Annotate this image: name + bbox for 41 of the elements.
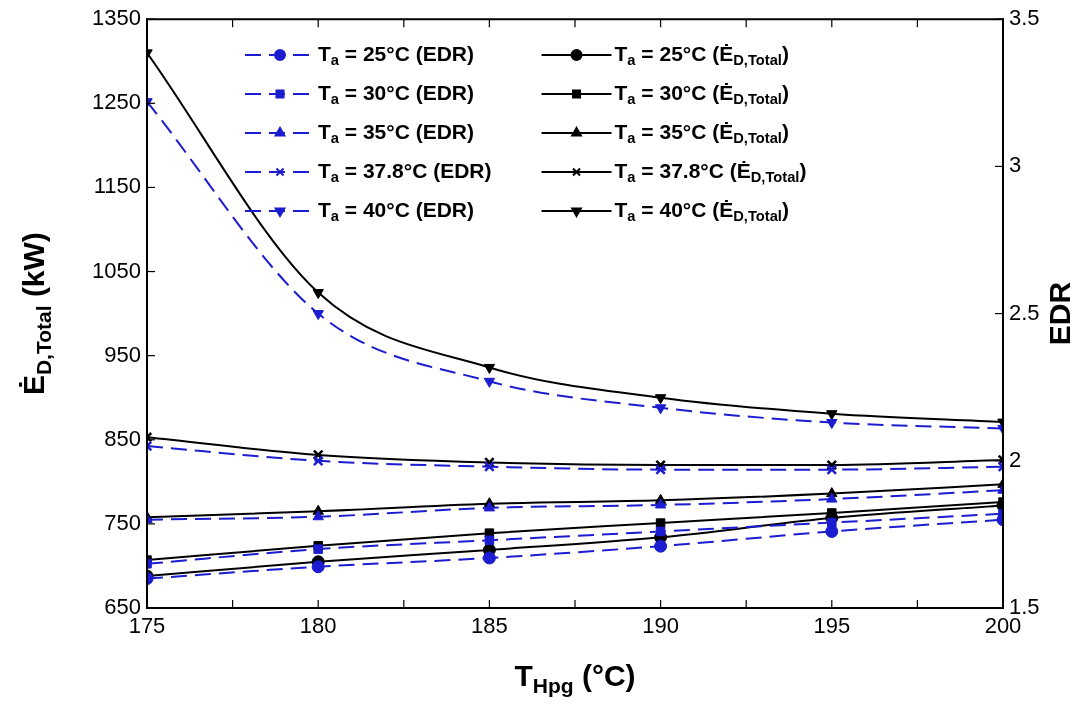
point (826, 419, 838, 430)
point (654, 404, 667, 415)
point (312, 510, 324, 521)
point (655, 518, 666, 528)
point (655, 464, 667, 476)
x-tick-label: 200 (984, 613, 1022, 639)
point (655, 526, 666, 537)
x-tick-label: 175 (128, 613, 166, 639)
point (483, 501, 496, 512)
x-tick-label: 180 (299, 613, 337, 639)
point (654, 539, 668, 553)
point (825, 524, 839, 538)
y-axis-title: ĖD,Total (kW) (17, 232, 55, 396)
y-tick-label: 1050 (92, 257, 141, 283)
point (654, 498, 667, 509)
x-tick-label: 190 (642, 613, 679, 639)
y2-tick-label: 2 (1009, 446, 1022, 472)
y2-tick-label: 3.5 (1009, 5, 1040, 31)
y2-tick-label: 3 (1009, 152, 1022, 178)
point (483, 377, 496, 388)
point (312, 455, 324, 467)
y-tick-label: 1350 (92, 5, 141, 31)
point (826, 464, 838, 476)
y2-axis-title: EDR (1043, 281, 1077, 346)
point (311, 560, 325, 574)
point (312, 310, 324, 321)
y-tick-label: 750 (104, 509, 141, 535)
point (654, 394, 667, 405)
point (483, 461, 495, 473)
y2-tick-label: 2.5 (1009, 299, 1040, 325)
y-tick-label: 1150 (93, 173, 141, 199)
y-tick-label: 950 (104, 341, 141, 367)
x-tick-label: 185 (471, 613, 508, 639)
point (312, 289, 324, 300)
y-tick-label: 850 (104, 425, 141, 451)
x-tick-label: 195 (813, 613, 851, 639)
point (826, 492, 838, 503)
y-tick-label: 1250 (92, 89, 141, 115)
point (482, 551, 496, 565)
point (483, 363, 496, 374)
point (484, 535, 495, 546)
